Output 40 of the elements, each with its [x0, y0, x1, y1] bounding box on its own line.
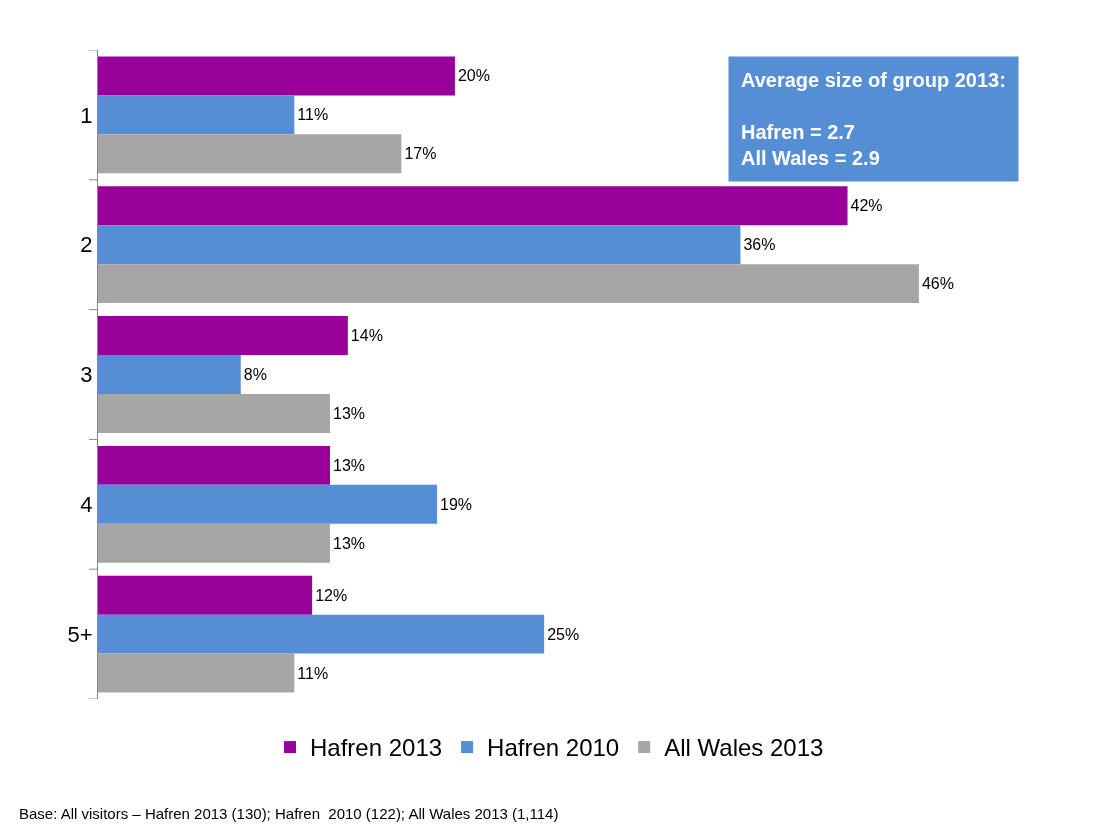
bar [98, 134, 402, 174]
bar [98, 653, 295, 693]
bar [98, 484, 438, 524]
data-label: 13% [333, 534, 366, 552]
text: Average size of group 2013: Hafren = 2.7 All Wales = 2.9 [741, 69, 1006, 169]
bar [98, 523, 330, 563]
bar [98, 316, 348, 356]
bar [98, 95, 295, 135]
data-label: 17% [404, 145, 437, 163]
data-label: 19% [440, 495, 473, 513]
data-label: 36% [743, 236, 776, 254]
data-label: 11% [297, 664, 329, 682]
legend-label: All Wales 2013 [664, 734, 824, 762]
bar [98, 56, 455, 96]
y-tick-label: 3 [80, 362, 93, 388]
data-label: 12% [315, 586, 348, 604]
data-label: 13% [333, 456, 366, 474]
legend-label: Hafren 2010 [487, 734, 620, 762]
bar [98, 264, 919, 304]
data-label: 20% [457, 67, 490, 85]
legend-label: Hafren 2013 [310, 734, 443, 762]
data-label: 42% [850, 197, 883, 215]
bar [98, 186, 848, 226]
data-label: 8% [243, 366, 267, 383]
bar [98, 575, 313, 615]
y-tick-label: 2 [80, 232, 93, 258]
y-tick-label: 1 [80, 102, 93, 128]
data-label: 13% [333, 404, 366, 422]
data-label: 46% [921, 275, 954, 293]
bar [98, 355, 241, 394]
bar [98, 225, 741, 265]
bar [98, 393, 330, 433]
bar [98, 614, 545, 654]
text: Base: All visitors – Hafren 2013 (130); Hafren 2010 (122); All Wales 2013 (1,114) [19, 805, 559, 822]
data-label: 11% [297, 106, 329, 124]
data-label: 14% [350, 327, 383, 345]
bar [98, 445, 330, 485]
y-tick-label: 5+ [67, 621, 93, 647]
data-label: 25% [547, 625, 580, 643]
y-tick-label: 4 [80, 492, 93, 517]
